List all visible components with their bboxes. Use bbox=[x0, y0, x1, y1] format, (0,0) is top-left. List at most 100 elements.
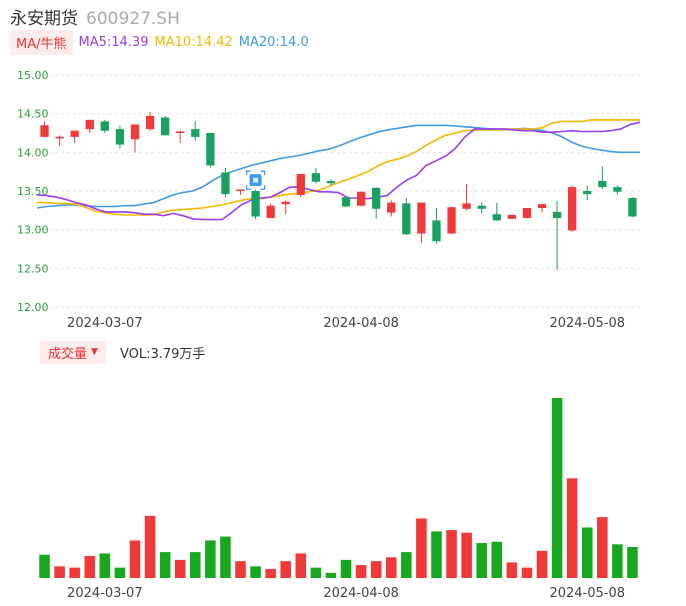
candlestick bbox=[583, 185, 592, 201]
candle-body bbox=[145, 115, 155, 130]
volume-bar bbox=[235, 561, 246, 578]
candle-body bbox=[537, 204, 547, 209]
x-tick-label: 2024-05-08 bbox=[549, 316, 625, 331]
candlestick bbox=[236, 189, 245, 195]
candle-body bbox=[160, 117, 170, 136]
volume-bar bbox=[461, 532, 472, 578]
candlestick bbox=[221, 167, 230, 198]
candle-body bbox=[387, 202, 396, 213]
candlestick bbox=[402, 197, 411, 236]
volume-bar bbox=[581, 527, 593, 578]
candlestick bbox=[537, 203, 547, 213]
ma5-line bbox=[36, 121, 641, 221]
candle-body bbox=[462, 203, 471, 209]
stock-name: 永安期货 bbox=[10, 9, 78, 29]
candle-body bbox=[492, 214, 501, 221]
volume-bar bbox=[385, 557, 397, 578]
candle-body bbox=[296, 173, 305, 195]
volume-bar bbox=[144, 515, 156, 578]
volume-indicator-label: 成交量 bbox=[48, 346, 88, 362]
candle-body bbox=[477, 205, 486, 209]
candlestick bbox=[507, 214, 517, 219]
candlestick bbox=[462, 184, 471, 211]
x-tick-label: 2024-04-08 bbox=[323, 316, 399, 331]
y-tick-label: 13.00 bbox=[17, 224, 49, 237]
candle-body bbox=[266, 205, 275, 219]
candlestick bbox=[251, 189, 260, 219]
candlestick bbox=[613, 185, 622, 195]
volume-bar bbox=[325, 572, 337, 578]
candlestick bbox=[341, 197, 351, 208]
candle-body bbox=[85, 119, 94, 130]
candlestick bbox=[296, 173, 305, 198]
x-tick-label: 2024-05-08 bbox=[549, 586, 625, 601]
volume-bar bbox=[99, 553, 111, 578]
candlestick bbox=[40, 121, 49, 137]
volume-bar bbox=[69, 567, 80, 578]
volume-bar bbox=[627, 546, 638, 578]
volume-bar bbox=[205, 540, 216, 578]
volume-bar bbox=[355, 565, 367, 578]
volume-indicator-dropdown[interactable]: 成交量 ▼ bbox=[40, 340, 106, 364]
candle-body bbox=[583, 191, 592, 195]
candlestick bbox=[100, 119, 109, 133]
volume-bar bbox=[551, 398, 563, 578]
candlestick bbox=[477, 202, 486, 214]
candle-body bbox=[598, 180, 607, 188]
candle-body bbox=[432, 220, 441, 242]
candlestick bbox=[568, 185, 577, 232]
volume-bar bbox=[416, 518, 427, 578]
candlestick bbox=[176, 130, 185, 144]
candlestick bbox=[492, 202, 501, 222]
candle-body bbox=[251, 191, 260, 217]
volume-bar bbox=[295, 553, 307, 578]
volume-value: VOL:3.79万手 bbox=[119, 346, 206, 362]
candle-body bbox=[447, 207, 456, 234]
candle-body bbox=[341, 197, 351, 207]
ma10-label: MA10:14.42 bbox=[154, 34, 233, 50]
volume-bar bbox=[220, 536, 231, 578]
volume-bar bbox=[265, 568, 276, 578]
volume-bar bbox=[190, 552, 201, 578]
stock-header: 永安期货 600927.SH bbox=[10, 4, 180, 29]
marker-brackets bbox=[245, 170, 266, 190]
y-tick-label: 12.50 bbox=[17, 262, 49, 275]
candlestick bbox=[266, 203, 275, 219]
candlestick bbox=[85, 119, 94, 133]
volume-bar bbox=[401, 552, 412, 578]
candlestick bbox=[191, 121, 200, 141]
volume-bar bbox=[174, 559, 186, 578]
volume-bar bbox=[536, 550, 548, 578]
candlestick bbox=[160, 115, 170, 136]
candlestick bbox=[432, 208, 441, 244]
candlestick bbox=[326, 179, 336, 186]
candlestick bbox=[522, 208, 532, 219]
candlestick bbox=[387, 200, 396, 217]
y-tick-label: 14.00 bbox=[17, 146, 49, 159]
volume-bar bbox=[506, 562, 518, 578]
candle-body bbox=[236, 189, 245, 191]
volume-bars bbox=[39, 398, 638, 578]
volume-bar bbox=[612, 544, 623, 578]
candlestick bbox=[552, 201, 562, 270]
ma5-label: MA5:14.39 bbox=[78, 34, 149, 50]
candle-body bbox=[115, 129, 125, 145]
volume-bar bbox=[114, 567, 126, 578]
volume-bar bbox=[370, 561, 382, 578]
candle-body bbox=[372, 187, 381, 209]
volume-bar bbox=[476, 543, 487, 578]
volume-bar bbox=[566, 478, 578, 578]
candle-body bbox=[402, 203, 411, 235]
caret-down-icon: ▼ bbox=[91, 347, 98, 357]
candlestick bbox=[447, 206, 456, 235]
ma-toggle-button[interactable]: MA/牛熊 bbox=[10, 29, 73, 55]
candle-body bbox=[417, 202, 426, 234]
candlestick bbox=[628, 197, 637, 218]
candle-body bbox=[130, 124, 140, 140]
volume-bar bbox=[431, 531, 442, 578]
candlestick bbox=[281, 200, 290, 215]
candle-body bbox=[522, 208, 532, 219]
date-axis-bottom: 2024-03-07 2024-04-08 2024-05-08 bbox=[67, 586, 625, 601]
